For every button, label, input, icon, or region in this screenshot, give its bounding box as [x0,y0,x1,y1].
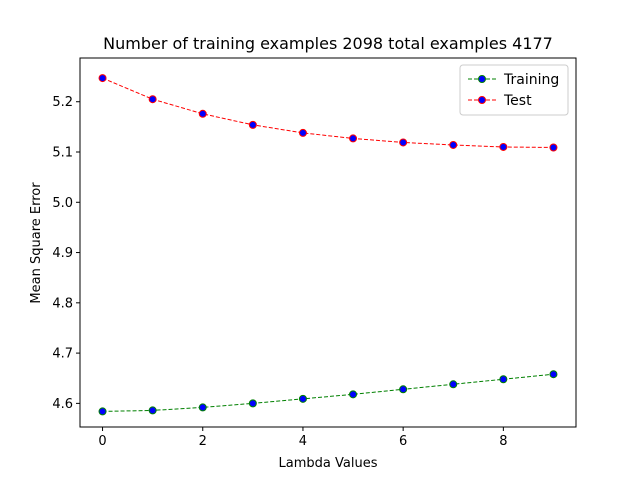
test-data-point [549,143,558,152]
training-data-point [499,375,508,384]
test-data-point [298,128,307,137]
x-tick-label: 6 [399,434,407,449]
y-tick-label: 4.8 [52,296,73,311]
training-data-point [298,394,307,403]
x-tick-label: 2 [199,434,207,449]
y-tick-label: 4.9 [52,246,73,261]
y-tick-label: 5.1 [52,146,73,161]
y-tick-label: 5.0 [52,196,73,211]
training-data-point [399,385,408,394]
chart-title: Number of training examples 2098 total e… [103,34,553,53]
training-data-point [549,370,558,379]
y-tick-label: 5.2 [52,95,73,110]
legend-box [459,64,569,116]
test-data-point [399,138,408,147]
test-data-point [198,109,207,118]
y-tick-label: 4.7 [52,347,73,362]
test-data-point [248,120,257,129]
training-series-line [102,373,554,412]
training-data-point [198,403,207,412]
training-data-point [449,380,458,389]
x-tick-label: 4 [299,434,307,449]
test-data-point [449,140,458,149]
training-data-point [349,390,358,399]
y-axis-label: Mean Square Error [29,182,44,304]
legend: Training Test [459,64,569,116]
test-legend-marker [478,96,486,104]
y-tick-label: 4.6 [52,397,73,412]
test-data-point [499,142,508,151]
plot-frame [79,57,577,428]
test-legend-label: Test [503,93,532,109]
test-data-point [349,134,358,143]
plot-area: 0 2 4 6 8 4.6 4.7 4.8 4.9 5.0 5.1 5.2 [52,57,577,449]
training-data-point [148,406,157,415]
x-tick-label: 0 [98,434,106,449]
training-data-point [248,399,257,408]
x-tick-label: 8 [499,434,507,449]
test-data-point [148,95,157,104]
training-legend-label: Training [503,72,559,88]
training-legend-marker [478,75,486,83]
test-data-point [98,74,107,83]
x-axis-label: Lambda Values [279,456,378,471]
test-series-line [102,77,554,148]
training-data-point [98,407,107,416]
